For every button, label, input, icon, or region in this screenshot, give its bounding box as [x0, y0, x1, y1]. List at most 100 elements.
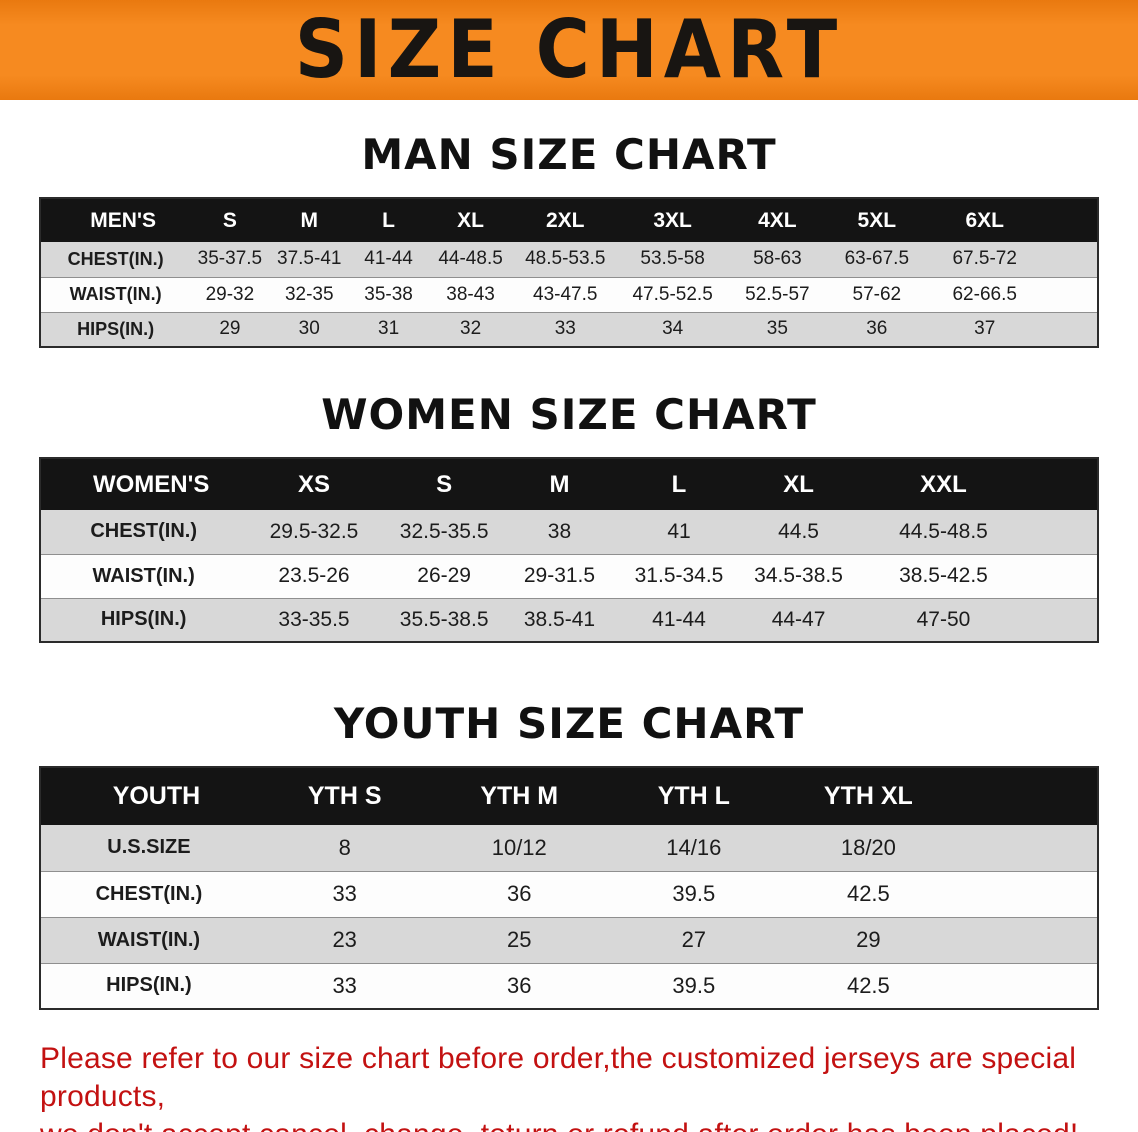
filler-cell: [955, 825, 1098, 872]
disclaimer-line-1: Please refer to our size chart before or…: [40, 1042, 1077, 1113]
size-value-cell: 42.5: [781, 963, 956, 1009]
table-row: HIPS(IN.) 29 30 31 32 33 34 35 36 37: [40, 312, 1098, 347]
size-value-cell: 41-44: [348, 242, 429, 278]
row-label: WAIST(IN.): [40, 554, 247, 599]
row-label: HIPS(IN.): [40, 963, 257, 1009]
size-value-cell: 14/16: [606, 825, 782, 872]
size-value-cell: 47.5-52.5: [617, 277, 728, 313]
size-value-cell: 35-37.5: [190, 242, 270, 278]
row-label: HIPS(IN.): [40, 312, 191, 347]
size-value-cell: 44.5: [745, 510, 852, 555]
size-col-header: YTH M: [432, 767, 606, 825]
size-value-cell: 33: [256, 871, 433, 918]
filler-cell: [1035, 554, 1098, 599]
size-col-header: XS: [246, 458, 382, 510]
size-value-cell: 32-35: [269, 277, 349, 313]
size-value-cell: 33: [256, 963, 433, 1009]
youth-header-row: YOUTH YTH S YTH M YTH L YTH XL: [40, 767, 1098, 825]
size-col-header: XL: [745, 458, 852, 510]
row-label: WAIST(IN.): [40, 277, 191, 313]
size-value-cell: 42.5: [781, 871, 956, 918]
size-value-cell: 30: [269, 312, 349, 347]
table-row: HIPS(IN.) 33 36 39.5 42.5: [40, 963, 1098, 1009]
filler-cell: [955, 917, 1098, 964]
youth-section-heading: YOUTH SIZE CHART: [333, 699, 805, 748]
size-col-header: YTH XL: [781, 767, 956, 825]
size-value-cell: 41-44: [612, 598, 746, 642]
size-col-header: L: [348, 198, 429, 242]
size-value-cell: 44.5-48.5: [851, 510, 1036, 555]
youth-size-table: YOUTH YTH S YTH M YTH L YTH XL U.S.SIZE …: [39, 766, 1099, 1010]
table-row: WAIST(IN.) 23.5-26 26-29 29-31.5 31.5-34…: [40, 554, 1098, 599]
size-value-cell: 44-48.5: [428, 242, 513, 278]
size-value-cell: 37.5-41: [269, 242, 349, 278]
size-value-cell: 39.5: [606, 871, 782, 918]
table-row: CHEST(IN.) 35-37.5 37.5-41 41-44 44-48.5…: [40, 242, 1098, 278]
size-value-cell: 35-38: [348, 277, 429, 313]
page-title: SIZE CHART: [294, 3, 844, 97]
men-section-heading: MAN SIZE CHART: [361, 130, 777, 179]
size-col-header: M: [269, 198, 349, 242]
row-label: CHEST(IN.): [40, 510, 247, 555]
size-col-header: L: [612, 458, 746, 510]
size-value-cell: 32: [428, 312, 513, 347]
size-value-cell: 67.5-72: [926, 242, 1043, 278]
size-value-cell: 53.5-58: [617, 242, 728, 278]
table-row: CHEST(IN.) 29.5-32.5 32.5-35.5 38 41 44.…: [40, 510, 1098, 555]
size-value-cell: 34.5-38.5: [745, 554, 852, 599]
size-value-cell: 31: [348, 312, 429, 347]
size-value-cell: 47-50: [851, 598, 1036, 642]
row-label: CHEST(IN.): [40, 242, 191, 278]
women-size-table: WOMEN'S XS S M L XL XXL CHEST(IN.) 29.5-…: [39, 457, 1099, 643]
size-value-cell: 29-31.5: [506, 554, 613, 599]
size-value-cell: 8: [256, 825, 433, 872]
size-value-cell: 36: [827, 312, 927, 347]
size-col-header: S: [190, 198, 270, 242]
size-value-cell: 32.5-35.5: [381, 510, 507, 555]
women-header-row: WOMEN'S XS S M L XL XXL: [40, 458, 1098, 510]
size-value-cell: 58-63: [727, 242, 828, 278]
size-value-cell: 34: [617, 312, 728, 347]
size-value-cell: 26-29: [381, 554, 507, 599]
size-value-cell: 63-67.5: [827, 242, 927, 278]
size-value-cell: 29: [190, 312, 270, 347]
disclaimer-line-2: we don't accept cancel, change, teturn o…: [40, 1116, 1108, 1132]
size-col-header: 4XL: [727, 198, 828, 242]
size-value-cell: 18/20: [781, 825, 956, 872]
size-col-header: 3XL: [617, 198, 728, 242]
women-table-title: WOMEN'S: [40, 458, 247, 510]
filler-cell: [1042, 277, 1098, 313]
filler-cell: [1035, 510, 1098, 555]
size-col-header: XXL: [851, 458, 1036, 510]
size-col-header: YTH S: [256, 767, 433, 825]
filler-cell: [1042, 312, 1098, 347]
youth-table-title: YOUTH: [40, 767, 257, 825]
table-row: WAIST(IN.) 29-32 32-35 35-38 38-43 43-47…: [40, 277, 1098, 313]
filler-cell: [955, 963, 1098, 1009]
table-row: CHEST(IN.) 33 36 39.5 42.5: [40, 871, 1098, 918]
women-section-heading: WOMEN SIZE CHART: [321, 390, 817, 439]
size-value-cell: 38.5-42.5: [851, 554, 1036, 599]
size-value-cell: 31.5-34.5: [612, 554, 746, 599]
size-value-cell: 52.5-57: [727, 277, 828, 313]
size-value-cell: 27: [606, 917, 782, 964]
size-value-cell: 36: [432, 963, 606, 1009]
filler-cell: [1035, 458, 1098, 510]
size-col-header: XL: [428, 198, 513, 242]
size-value-cell: 41: [612, 510, 746, 555]
disclaimer-text: Please refer to our size chart before or…: [40, 1040, 1108, 1132]
size-value-cell: 35: [727, 312, 828, 347]
row-label: HIPS(IN.): [40, 598, 247, 642]
size-value-cell: 25: [432, 917, 606, 964]
men-size-table: MEN'S S M L XL 2XL 3XL 4XL 5XL 6XL CHEST…: [39, 197, 1099, 348]
row-label: U.S.SIZE: [40, 825, 257, 872]
size-col-header: 5XL: [827, 198, 927, 242]
size-value-cell: 33: [512, 312, 618, 347]
size-value-cell: 29.5-32.5: [246, 510, 382, 555]
men-header-row: MEN'S S M L XL 2XL 3XL 4XL 5XL 6XL: [40, 198, 1098, 242]
table-row: U.S.SIZE 8 10/12 14/16 18/20: [40, 825, 1098, 872]
filler-cell: [955, 767, 1098, 825]
size-col-header: 6XL: [926, 198, 1043, 242]
size-value-cell: 35.5-38.5: [381, 598, 507, 642]
size-value-cell: 36: [432, 871, 606, 918]
